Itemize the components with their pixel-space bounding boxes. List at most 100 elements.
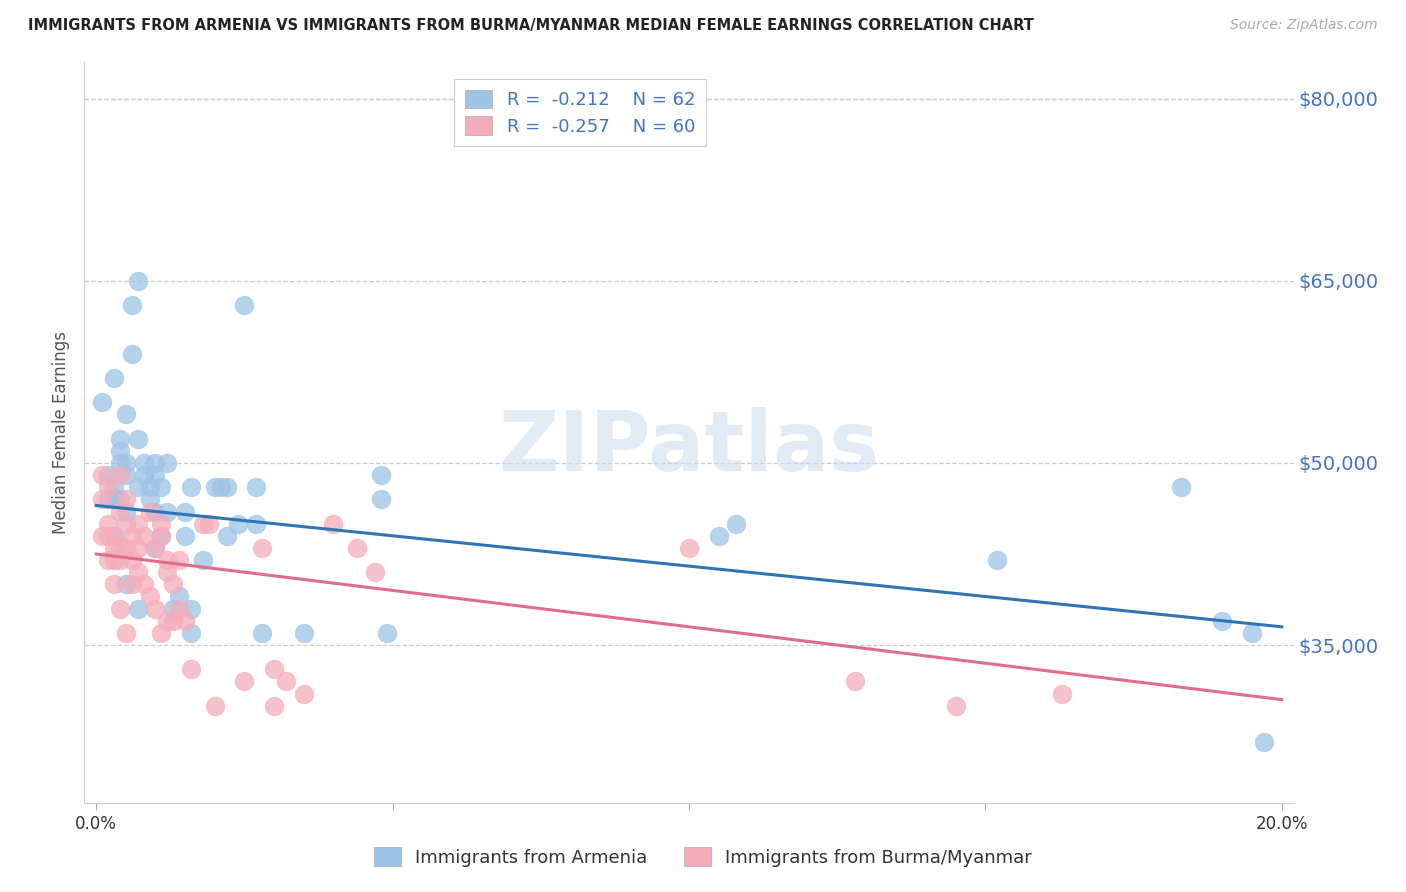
- Point: [127, 541, 149, 555]
- Point: [174, 504, 197, 518]
- Point: [108, 432, 131, 446]
- Point: [162, 601, 184, 615]
- Point: [204, 698, 226, 713]
- Point: [91, 529, 114, 543]
- Point: [132, 468, 155, 483]
- Point: [145, 541, 167, 555]
- Point: [115, 577, 138, 591]
- Point: [364, 565, 387, 579]
- Point: [198, 516, 221, 531]
- Point: [145, 601, 167, 615]
- Point: [986, 553, 1008, 567]
- Point: [1240, 626, 1263, 640]
- Point: [97, 553, 120, 567]
- Y-axis label: Median Female Earnings: Median Female Earnings: [52, 331, 70, 534]
- Point: [115, 492, 138, 507]
- Point: [174, 529, 197, 543]
- Point: [115, 456, 138, 470]
- Point: [250, 626, 273, 640]
- Point: [108, 492, 131, 507]
- Point: [180, 601, 202, 615]
- Legend: Immigrants from Armenia, Immigrants from Burma/Myanmar: Immigrants from Armenia, Immigrants from…: [367, 840, 1039, 874]
- Point: [150, 529, 173, 543]
- Point: [228, 516, 250, 531]
- Point: [725, 516, 748, 531]
- Point: [156, 504, 179, 518]
- Point: [678, 541, 700, 555]
- Point: [103, 480, 125, 494]
- Point: [132, 529, 155, 543]
- Point: [127, 432, 149, 446]
- Point: [108, 601, 131, 615]
- Point: [145, 468, 167, 483]
- Point: [1052, 687, 1074, 701]
- Point: [145, 504, 167, 518]
- Point: [346, 541, 368, 555]
- Point: [138, 480, 160, 494]
- Point: [167, 590, 190, 604]
- Point: [103, 553, 125, 567]
- Point: [292, 687, 315, 701]
- Point: [103, 371, 125, 385]
- Point: [127, 274, 149, 288]
- Point: [127, 565, 149, 579]
- Point: [162, 614, 184, 628]
- Point: [121, 553, 143, 567]
- Point: [108, 541, 131, 555]
- Point: [132, 577, 155, 591]
- Point: [370, 468, 392, 483]
- Point: [233, 674, 256, 689]
- Point: [945, 698, 967, 713]
- Point: [115, 468, 138, 483]
- Point: [1211, 614, 1233, 628]
- Point: [204, 480, 226, 494]
- Point: [127, 480, 149, 494]
- Point: [370, 492, 392, 507]
- Text: ZIPatlas: ZIPatlas: [499, 407, 879, 488]
- Point: [103, 541, 125, 555]
- Point: [115, 408, 138, 422]
- Point: [97, 529, 120, 543]
- Point: [103, 529, 125, 543]
- Point: [156, 456, 179, 470]
- Point: [180, 480, 202, 494]
- Point: [150, 516, 173, 531]
- Point: [97, 480, 120, 494]
- Point: [162, 577, 184, 591]
- Point: [233, 298, 256, 312]
- Point: [180, 626, 202, 640]
- Point: [138, 590, 160, 604]
- Point: [138, 504, 160, 518]
- Point: [245, 480, 267, 494]
- Point: [263, 698, 285, 713]
- Point: [108, 468, 131, 483]
- Point: [156, 614, 179, 628]
- Point: [115, 541, 138, 555]
- Point: [145, 541, 167, 555]
- Point: [145, 456, 167, 470]
- Point: [108, 456, 131, 470]
- Point: [121, 347, 143, 361]
- Point: [156, 565, 179, 579]
- Point: [245, 516, 267, 531]
- Point: [108, 504, 131, 518]
- Text: Source: ZipAtlas.com: Source: ZipAtlas.com: [1230, 18, 1378, 32]
- Legend: R =  -0.212    N = 62, R =  -0.257    N = 60: R = -0.212 N = 62, R = -0.257 N = 60: [454, 78, 706, 146]
- Point: [292, 626, 315, 640]
- Point: [91, 468, 114, 483]
- Point: [263, 662, 285, 676]
- Point: [150, 480, 173, 494]
- Point: [180, 662, 202, 676]
- Point: [274, 674, 297, 689]
- Point: [150, 529, 173, 543]
- Point: [191, 516, 214, 531]
- Point: [167, 601, 190, 615]
- Point: [103, 492, 125, 507]
- Point: [91, 492, 114, 507]
- Point: [115, 504, 138, 518]
- Point: [115, 626, 138, 640]
- Point: [138, 492, 160, 507]
- Point: [844, 674, 866, 689]
- Text: IMMIGRANTS FROM ARMENIA VS IMMIGRANTS FROM BURMA/MYANMAR MEDIAN FEMALE EARNINGS : IMMIGRANTS FROM ARMENIA VS IMMIGRANTS FR…: [28, 18, 1033, 33]
- Point: [103, 529, 125, 543]
